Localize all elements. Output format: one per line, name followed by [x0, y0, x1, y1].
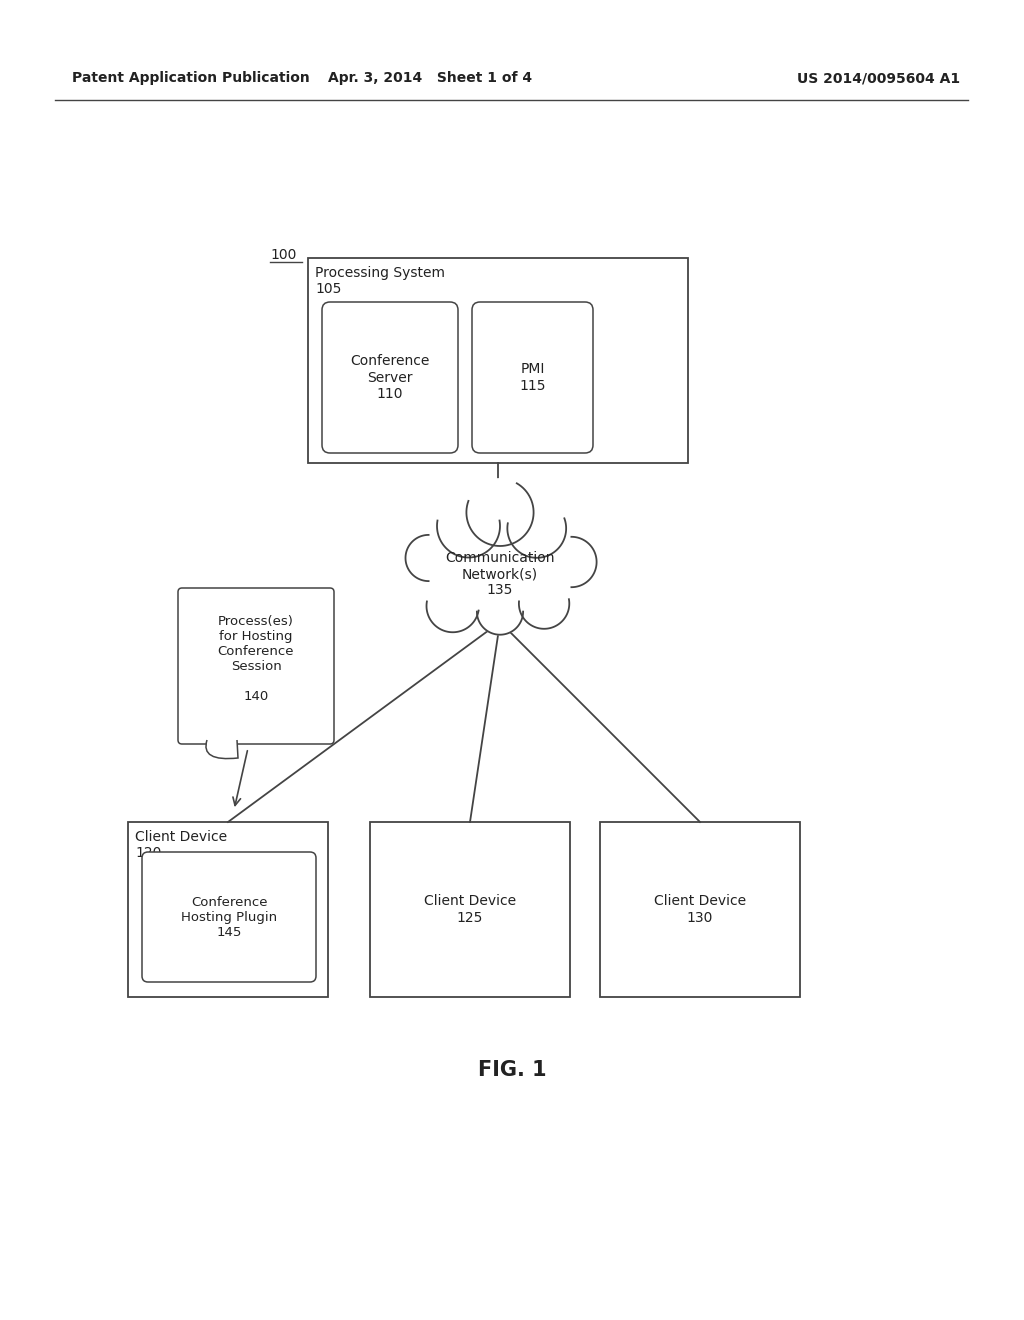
Text: Patent Application Publication: Patent Application Publication: [72, 71, 309, 84]
FancyBboxPatch shape: [472, 302, 593, 453]
Circle shape: [466, 479, 534, 546]
Text: Conference
Server
110: Conference Server 110: [350, 354, 430, 401]
Text: FIG. 1: FIG. 1: [477, 1060, 547, 1080]
Text: Conference
Hosting Plugin
145: Conference Hosting Plugin 145: [181, 895, 278, 939]
PathPatch shape: [206, 741, 238, 759]
FancyBboxPatch shape: [178, 587, 334, 744]
Text: Processing System
105: Processing System 105: [315, 267, 445, 296]
FancyBboxPatch shape: [142, 851, 316, 982]
Text: Client Device
120: Client Device 120: [135, 830, 227, 861]
Text: Process(es)
for Hosting
Conference
Session

140: Process(es) for Hosting Conference Sessi…: [218, 615, 294, 702]
Text: PMI
115: PMI 115: [519, 363, 546, 392]
Text: Communication
Network(s)
135: Communication Network(s) 135: [445, 550, 555, 597]
Circle shape: [477, 589, 523, 635]
FancyBboxPatch shape: [128, 822, 328, 997]
FancyBboxPatch shape: [308, 257, 688, 463]
Text: US 2014/0095604 A1: US 2014/0095604 A1: [797, 71, 961, 84]
Circle shape: [437, 495, 500, 557]
Text: Client Device
125: Client Device 125: [424, 895, 516, 924]
Circle shape: [427, 579, 479, 632]
FancyBboxPatch shape: [600, 822, 800, 997]
Text: Client Device
130: Client Device 130: [654, 895, 746, 924]
Circle shape: [406, 535, 452, 581]
Text: 100: 100: [270, 248, 296, 261]
Circle shape: [519, 578, 569, 628]
FancyBboxPatch shape: [322, 302, 458, 453]
Circle shape: [546, 537, 597, 587]
FancyBboxPatch shape: [370, 822, 570, 997]
Text: Apr. 3, 2014   Sheet 1 of 4: Apr. 3, 2014 Sheet 1 of 4: [328, 71, 532, 84]
Ellipse shape: [416, 521, 584, 618]
Circle shape: [507, 499, 566, 558]
